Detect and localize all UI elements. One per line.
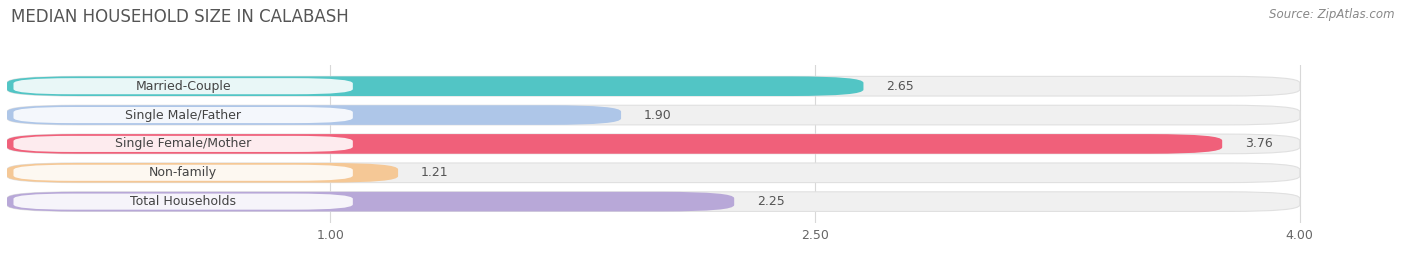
FancyBboxPatch shape	[7, 192, 1299, 211]
Text: 3.76: 3.76	[1244, 137, 1272, 150]
Text: Total Households: Total Households	[131, 195, 236, 208]
FancyBboxPatch shape	[7, 105, 621, 125]
Text: Source: ZipAtlas.com: Source: ZipAtlas.com	[1270, 8, 1395, 21]
FancyBboxPatch shape	[7, 76, 1299, 96]
FancyBboxPatch shape	[14, 107, 353, 123]
FancyBboxPatch shape	[7, 163, 398, 183]
Text: 1.90: 1.90	[644, 109, 672, 122]
Text: Married-Couple: Married-Couple	[135, 80, 231, 93]
FancyBboxPatch shape	[14, 194, 353, 210]
FancyBboxPatch shape	[14, 136, 353, 152]
FancyBboxPatch shape	[7, 134, 1299, 154]
Text: MEDIAN HOUSEHOLD SIZE IN CALABASH: MEDIAN HOUSEHOLD SIZE IN CALABASH	[11, 8, 349, 26]
FancyBboxPatch shape	[14, 78, 353, 94]
Text: 1.21: 1.21	[420, 166, 449, 179]
Text: 2.25: 2.25	[756, 195, 785, 208]
FancyBboxPatch shape	[7, 192, 734, 211]
Text: Single Male/Father: Single Male/Father	[125, 109, 242, 122]
FancyBboxPatch shape	[7, 105, 1299, 125]
FancyBboxPatch shape	[7, 163, 1299, 183]
FancyBboxPatch shape	[7, 134, 1222, 154]
Text: Single Female/Mother: Single Female/Mother	[115, 137, 252, 150]
FancyBboxPatch shape	[7, 76, 863, 96]
FancyBboxPatch shape	[14, 165, 353, 181]
Text: 2.65: 2.65	[886, 80, 914, 93]
Text: Non-family: Non-family	[149, 166, 217, 179]
